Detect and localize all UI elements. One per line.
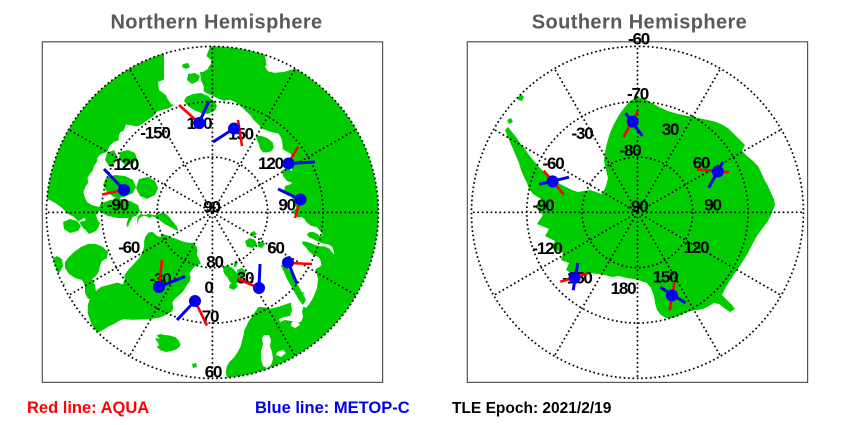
svg-text:90: 90 bbox=[203, 198, 220, 217]
svg-text:Red line: AQUA: Red line: AQUA bbox=[27, 399, 149, 417]
svg-text:60: 60 bbox=[693, 154, 710, 173]
svg-text:-120: -120 bbox=[532, 239, 562, 258]
svg-text:70: 70 bbox=[202, 307, 219, 326]
svg-text:-30: -30 bbox=[572, 124, 594, 143]
svg-text:120: 120 bbox=[684, 238, 710, 257]
svg-text:180: 180 bbox=[611, 279, 637, 298]
svg-text:-150: -150 bbox=[140, 124, 170, 143]
svg-text:0: 0 bbox=[204, 278, 213, 297]
svg-text:60: 60 bbox=[267, 239, 284, 258]
svg-text:30: 30 bbox=[237, 269, 254, 288]
svg-text:-90: -90 bbox=[533, 196, 555, 215]
svg-text:120: 120 bbox=[258, 154, 284, 173]
svg-text:-80: -80 bbox=[620, 141, 642, 160]
svg-text:90: 90 bbox=[278, 196, 295, 215]
svg-text:80: 80 bbox=[206, 253, 223, 272]
svg-text:90: 90 bbox=[704, 196, 721, 215]
svg-text:-60: -60 bbox=[118, 238, 140, 257]
svg-text:-90: -90 bbox=[627, 197, 649, 216]
svg-text:30: 30 bbox=[662, 120, 679, 139]
svg-text:Blue line: METOP-C: Blue line: METOP-C bbox=[255, 399, 410, 417]
svg-text:Northern Hemisphere: Northern Hemisphere bbox=[110, 12, 322, 34]
svg-text:60: 60 bbox=[205, 363, 222, 382]
svg-text:150: 150 bbox=[653, 268, 679, 287]
svg-text:Southern Hemisphere: Southern Hemisphere bbox=[532, 12, 747, 34]
svg-text:-60: -60 bbox=[628, 30, 650, 49]
svg-text:-60: -60 bbox=[543, 154, 565, 173]
svg-text:TLE Epoch: 2021/2/19: TLE Epoch: 2021/2/19 bbox=[452, 400, 612, 417]
svg-text:-120: -120 bbox=[109, 155, 139, 174]
svg-text:-70: -70 bbox=[627, 85, 649, 104]
svg-text:-90: -90 bbox=[107, 196, 129, 215]
